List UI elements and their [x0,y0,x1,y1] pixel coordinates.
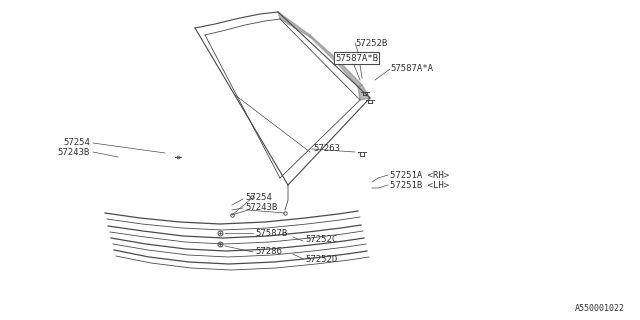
Text: 57286: 57286 [255,247,282,257]
Text: 57243B: 57243B [58,148,90,156]
Text: 57252C: 57252C [305,236,337,244]
Polygon shape [358,85,370,100]
Text: 57243B: 57243B [245,204,277,212]
Text: 57587A*A: 57587A*A [390,63,433,73]
Polygon shape [338,62,362,87]
Text: 57263: 57263 [313,143,340,153]
Text: 57254: 57254 [63,138,90,147]
Text: A550001022: A550001022 [575,304,625,313]
Text: 57251B <LH>: 57251B <LH> [390,180,449,189]
Text: 57587A*B: 57587A*B [335,53,378,62]
Text: 57251A <RH>: 57251A <RH> [390,171,449,180]
Polygon shape [278,12,310,37]
Text: 57252D: 57252D [305,254,337,263]
Text: 57254: 57254 [245,194,272,203]
Text: 57252B: 57252B [355,38,387,47]
Polygon shape [310,35,340,64]
Text: 57587B: 57587B [255,228,287,237]
